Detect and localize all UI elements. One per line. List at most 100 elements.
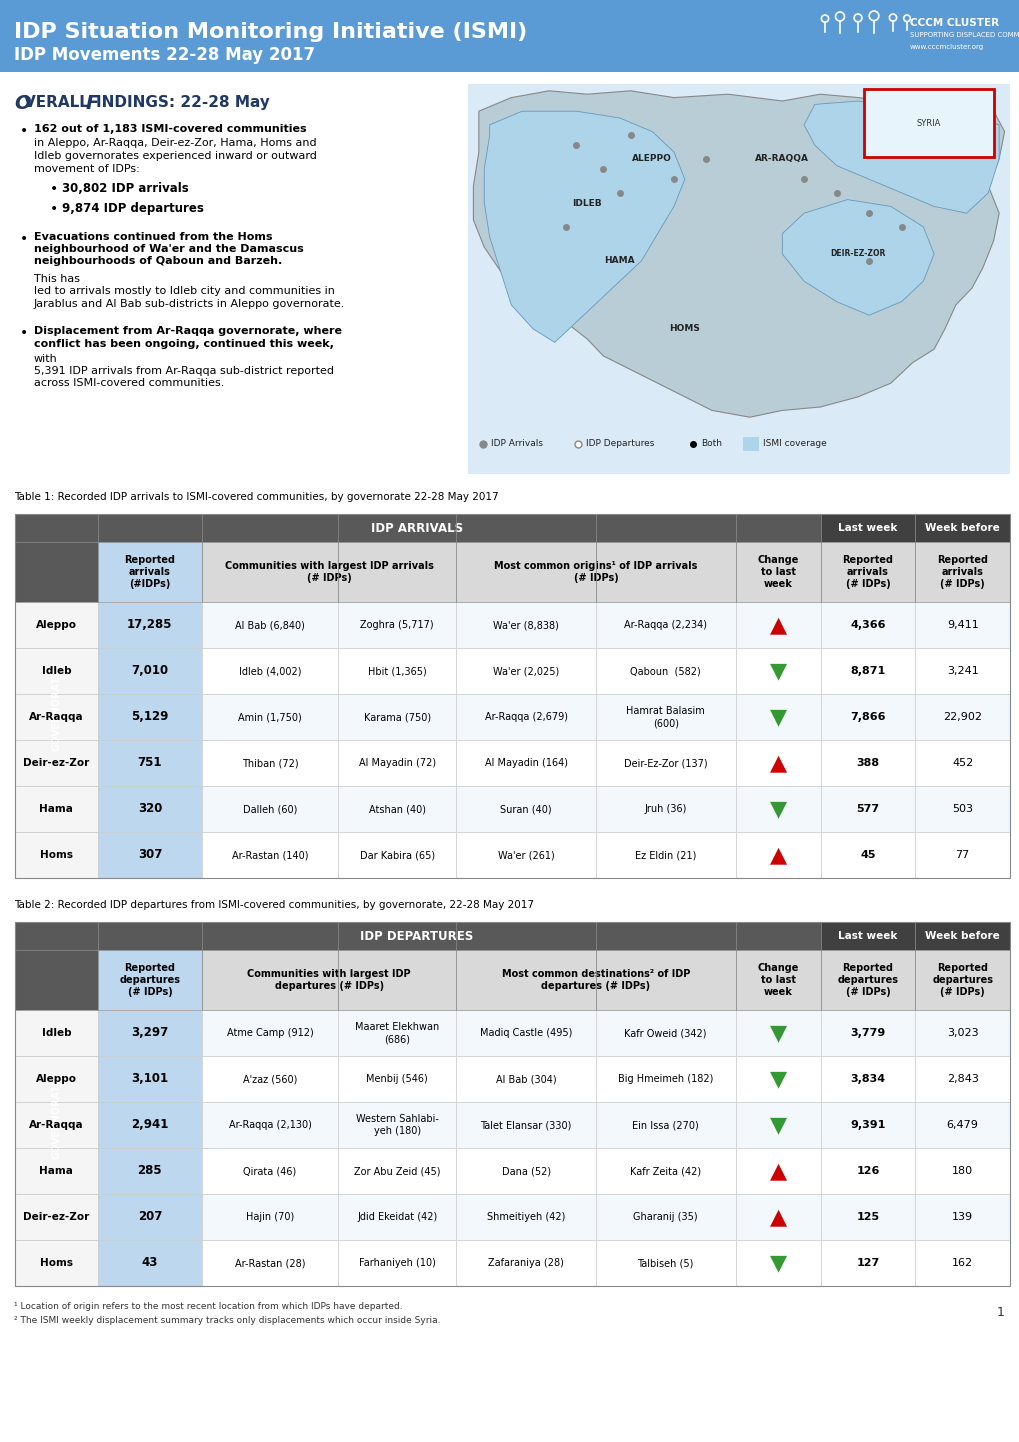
Bar: [914, 513, 1009, 542]
Bar: [595, 1056, 735, 1102]
Bar: [735, 1148, 820, 1194]
Text: 17,285: 17,285: [127, 619, 172, 632]
Bar: [820, 513, 914, 542]
Text: Jruh (36): Jruh (36): [644, 805, 686, 813]
Bar: [914, 1009, 1009, 1056]
Text: 180: 180: [951, 1167, 972, 1177]
Text: Atme Camp (912): Atme Camp (912): [226, 1028, 313, 1038]
Bar: [337, 601, 455, 647]
Bar: [914, 921, 1009, 950]
Text: ² The ISMI weekly displacement summary tracks only displacements which occur ins: ² The ISMI weekly displacement summary t…: [14, 1317, 440, 1325]
Text: IDP Arrivals: IDP Arrivals: [490, 440, 542, 448]
Bar: [455, 832, 595, 878]
Text: VERALL: VERALL: [24, 95, 94, 110]
Text: 22,902: 22,902: [943, 712, 981, 722]
Bar: [735, 647, 820, 694]
Text: Displacement from Ar-Raqqa governorate, where
conflict has been ongoing, continu: Displacement from Ar-Raqqa governorate, …: [34, 326, 341, 349]
Bar: [202, 1102, 337, 1148]
Text: ¹ Location of origin refers to the most recent location from which IDPs have dep: ¹ Location of origin refers to the most …: [14, 1302, 403, 1311]
Text: Qaboun  (582): Qaboun (582): [630, 666, 700, 676]
Text: This has
led to arrivals mostly to Idleb city and communities in
Jarablus and Al: This has led to arrivals mostly to Idleb…: [34, 274, 345, 309]
Text: 9,391: 9,391: [850, 1120, 884, 1131]
Bar: [595, 1148, 735, 1194]
Bar: [595, 647, 735, 694]
Text: Hajin (70): Hajin (70): [246, 1211, 293, 1221]
Bar: [98, 694, 202, 740]
Text: 2,843: 2,843: [946, 1074, 977, 1084]
Text: ▲: ▲: [768, 845, 786, 865]
Text: 4,366: 4,366: [850, 620, 884, 630]
Text: GOVERNORATE: GOVERNORATE: [51, 669, 61, 751]
Text: Hama: Hama: [40, 805, 73, 813]
Text: SYRIA: SYRIA: [916, 118, 940, 127]
Text: Ar-Raqqa (2,234): Ar-Raqqa (2,234): [624, 620, 706, 630]
Bar: [202, 1056, 337, 1102]
Text: 139: 139: [951, 1211, 972, 1221]
Bar: [735, 601, 820, 647]
Text: Talbiseh (5): Talbiseh (5): [637, 1257, 693, 1268]
Bar: [914, 1056, 1009, 1102]
Text: Karama (750): Karama (750): [363, 712, 430, 722]
Text: Dalleh (60): Dalleh (60): [243, 805, 297, 813]
Bar: [337, 786, 455, 832]
Bar: [820, 950, 914, 1009]
Bar: [98, 1240, 202, 1286]
Bar: [15, 1056, 98, 1102]
Text: 127: 127: [856, 1257, 878, 1268]
Bar: [98, 513, 735, 542]
Text: 9,874 IDP departures: 9,874 IDP departures: [62, 202, 204, 215]
Text: 320: 320: [138, 803, 162, 816]
Bar: [455, 542, 735, 601]
Bar: [735, 921, 820, 950]
Text: Idleb (4,002): Idleb (4,002): [238, 666, 301, 676]
Text: ▼: ▼: [768, 1069, 786, 1089]
Text: 45: 45: [859, 849, 875, 859]
Text: 7,866: 7,866: [850, 712, 884, 722]
Bar: [735, 1240, 820, 1286]
Text: 2,941: 2,941: [131, 1119, 168, 1132]
Text: Idleb: Idleb: [42, 1028, 71, 1038]
Text: 3,834: 3,834: [850, 1074, 884, 1084]
Bar: [820, 921, 914, 950]
Bar: [595, 1240, 735, 1286]
Bar: [337, 950, 455, 1009]
Text: Hamrat Balasim
(600): Hamrat Balasim (600): [626, 705, 704, 728]
Text: Kafr Oweid (342): Kafr Oweid (342): [624, 1028, 706, 1038]
Text: Last week: Last week: [838, 932, 897, 942]
Bar: [455, 1056, 595, 1102]
Text: Both: Both: [700, 440, 721, 448]
Bar: [595, 832, 735, 878]
Text: IDP Situation Monitoring Initiative (ISMI): IDP Situation Monitoring Initiative (ISM…: [14, 22, 527, 42]
Text: Table 2: Recorded IDP departures from ISMI-covered communities, by governorate, : Table 2: Recorded IDP departures from IS…: [14, 900, 534, 910]
Text: A'zaz (560): A'zaz (560): [243, 1074, 297, 1084]
Text: Big Hmeimeh (182): Big Hmeimeh (182): [618, 1074, 712, 1084]
Bar: [914, 601, 1009, 647]
Text: Wa'er (2,025): Wa'er (2,025): [492, 666, 558, 676]
Bar: [595, 1194, 735, 1240]
Text: •: •: [20, 232, 29, 245]
Bar: [455, 694, 595, 740]
Text: Week before: Week before: [924, 523, 999, 534]
Text: Change
to last
week: Change to last week: [757, 555, 798, 590]
Text: ▲: ▲: [768, 614, 786, 634]
Bar: [735, 1009, 820, 1056]
Bar: [735, 694, 820, 740]
Bar: [468, 84, 1009, 474]
Bar: [735, 513, 820, 542]
Bar: [735, 1102, 820, 1148]
Bar: [820, 542, 914, 601]
Bar: [202, 542, 337, 601]
Text: ▼: ▼: [768, 1115, 786, 1135]
Bar: [337, 740, 455, 786]
Text: 126: 126: [856, 1167, 878, 1177]
Bar: [15, 786, 98, 832]
Text: 43: 43: [142, 1256, 158, 1269]
Text: 577: 577: [856, 805, 878, 813]
Text: AL-HASAKEH: AL-HASAKEH: [895, 134, 950, 143]
Bar: [455, 647, 595, 694]
Bar: [455, 1102, 595, 1148]
Text: Thiban (72): Thiban (72): [242, 758, 298, 769]
Bar: [15, 921, 1009, 1286]
Text: Ar-Raqqa (2,679): Ar-Raqqa (2,679): [484, 712, 567, 722]
Bar: [15, 601, 98, 647]
